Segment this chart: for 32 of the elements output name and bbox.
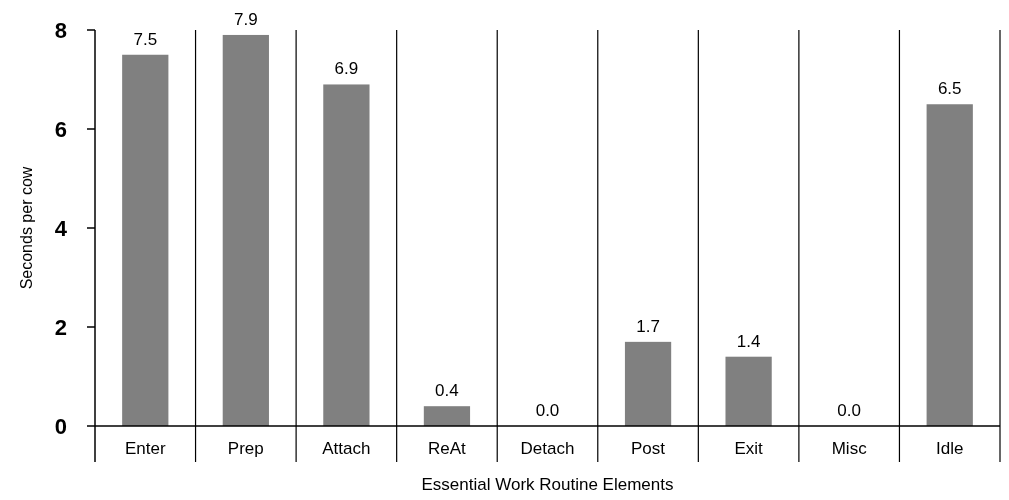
x-tick-label: ReAt [428, 439, 467, 458]
x-tick-label: Misc [831, 439, 868, 458]
bar [624, 341, 672, 426]
data-label: 1.7 [636, 316, 660, 336]
x-tick-label: Enter [124, 439, 166, 458]
data-label: 6.9 [334, 59, 359, 79]
x-tick-label: Exit [734, 439, 764, 458]
y-tick-label: 6 [54, 116, 67, 142]
data-label: 1.4 [736, 331, 761, 351]
bar [926, 104, 973, 426]
y-tick-label: 2 [54, 314, 67, 340]
x-axis-title: Essential Work Routine Elements [421, 475, 674, 494]
bar [222, 34, 269, 426]
bar [323, 84, 370, 426]
x-tick-label: Detach [520, 439, 575, 458]
x-tick-label: Prep [227, 439, 264, 458]
x-tick-label: Post [631, 439, 666, 458]
data-label: 7.9 [234, 9, 258, 29]
data-label: 0.4 [435, 381, 459, 401]
data-label: 6.5 [937, 79, 962, 99]
bar [725, 356, 772, 426]
data-label: 0.0 [837, 401, 861, 420]
y-tick-label: 8 [54, 17, 67, 43]
bar [423, 406, 471, 426]
y-axis-title: Seconds per cow [18, 166, 35, 290]
x-tick-label: Idle [936, 439, 964, 458]
data-label: 7.5 [133, 29, 158, 49]
data-label: 0.0 [535, 401, 560, 420]
x-tick-label: Attach [322, 439, 371, 458]
bar [122, 54, 169, 426]
y-tick-label: 0 [54, 413, 67, 439]
y-tick-label: 4 [54, 215, 68, 241]
